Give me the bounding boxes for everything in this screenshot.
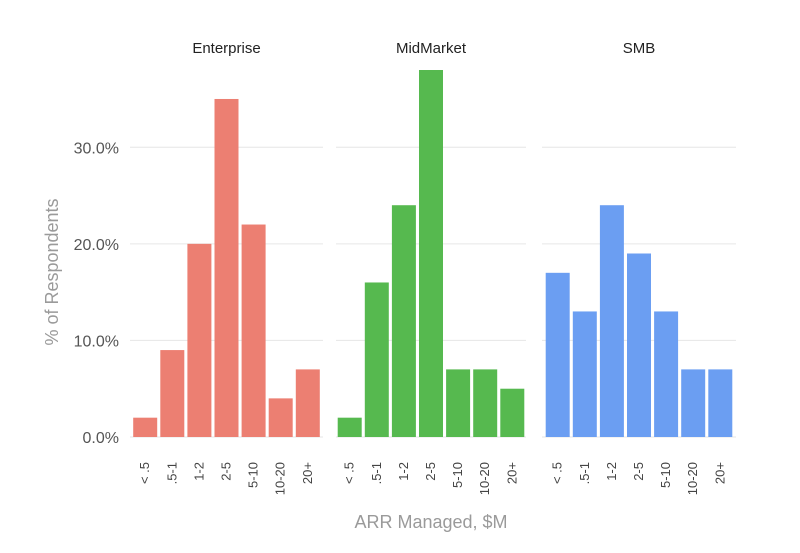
panel-title: Enterprise (192, 40, 260, 57)
x-tick-label: 1-2 (191, 462, 206, 481)
bar (446, 369, 471, 437)
x-tick-label: 10-20 (273, 462, 288, 495)
x-tick-label: < .5 (550, 462, 565, 484)
x-tick-label: 10-20 (477, 462, 492, 495)
x-tick-label: .5-1 (164, 462, 179, 484)
x-tick-label: .5-1 (369, 462, 384, 484)
bar (295, 369, 320, 437)
bar (681, 369, 706, 437)
bar (241, 224, 266, 437)
bar (214, 98, 239, 437)
y-tick-label: 0.0% (83, 430, 119, 447)
x-tick-label: 1-2 (604, 462, 619, 481)
bars (133, 70, 733, 437)
bar (500, 388, 525, 437)
bar (419, 70, 443, 437)
bar (268, 398, 293, 437)
x-tick-label: 20+ (712, 462, 727, 484)
x-tick-label: 5-10 (658, 462, 673, 488)
bar (599, 205, 624, 437)
y-tick-label: 30.0% (74, 140, 119, 157)
bar (708, 369, 733, 437)
x-tick-label: 2-5 (219, 462, 234, 481)
panel-titles: Enterprise MidMarket SMB (192, 40, 655, 57)
y-axis-title: % of Respondents (42, 198, 62, 345)
x-axis-title: ARR Managed, $M (354, 512, 507, 532)
bar (654, 311, 679, 437)
y-tick-label: 20.0% (74, 237, 119, 254)
y-tick-label: 10.0% (74, 333, 119, 350)
bar (572, 311, 597, 437)
bar (337, 417, 362, 437)
x-tick-label: 5-10 (450, 462, 465, 488)
y-axis-ticks: 0.0% 10.0% 20.0% 30.0% (74, 140, 119, 447)
x-tick-label: < .5 (342, 462, 357, 484)
x-tick-label: 5-10 (246, 462, 261, 488)
x-tick-label: 20+ (504, 462, 519, 484)
panel-title: MidMarket (396, 40, 467, 57)
x-tick-label: .5-1 (577, 462, 592, 484)
bar (160, 350, 185, 437)
x-axis-ticks: < .5 .5-1 1-2 2-5 5-10 10-20 20+ < .5 .5-1 1-2 2-5… (137, 462, 727, 495)
bar (545, 272, 570, 437)
x-tick-label: 10-20 (685, 462, 700, 495)
bar (364, 282, 389, 437)
x-tick-label: < .5 (137, 462, 152, 484)
x-tick-label: 2-5 (423, 462, 438, 481)
panel-title: SMB (623, 40, 656, 57)
bar (473, 369, 498, 437)
x-tick-label: 20+ (300, 462, 315, 484)
bar (627, 253, 651, 437)
x-tick-label: 1-2 (396, 462, 411, 481)
bar (187, 243, 212, 437)
bar (133, 417, 158, 437)
x-tick-label: 2-5 (631, 462, 646, 481)
bar (391, 205, 416, 437)
